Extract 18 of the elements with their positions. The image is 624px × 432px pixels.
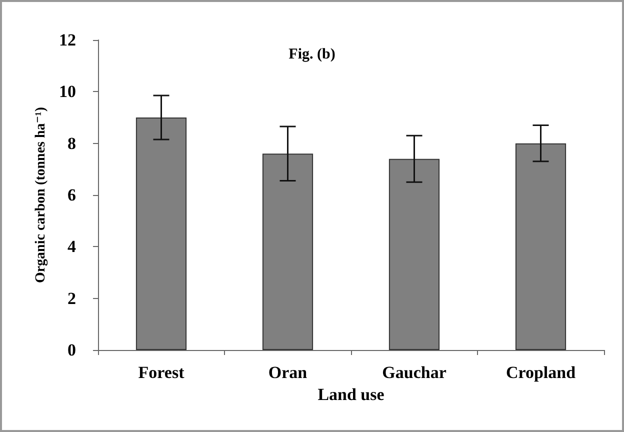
y-tick-label: 10 bbox=[59, 82, 76, 102]
x-tick-label: Oran bbox=[268, 363, 308, 382]
y-tick-label: 2 bbox=[68, 288, 76, 308]
y-tick-label: 6 bbox=[68, 186, 76, 204]
x-tick-label: Forest bbox=[138, 363, 185, 382]
y-tick-label: 8 bbox=[68, 134, 76, 153]
y-tick-label: 4 bbox=[68, 237, 76, 256]
bar bbox=[515, 143, 566, 350]
bar bbox=[388, 158, 440, 350]
x-tick-label: Gauchar bbox=[382, 363, 447, 382]
x-tick-label: Cropland bbox=[506, 363, 576, 382]
y-axis-title: Organic carbon (tonnes ha⁻¹) bbox=[34, 106, 49, 284]
chart-title: Fig. (b) bbox=[288, 46, 336, 62]
y-tick-label: 0 bbox=[68, 340, 76, 360]
bar bbox=[262, 154, 314, 350]
x-axis-title: Land use bbox=[318, 385, 385, 404]
bar bbox=[136, 118, 187, 350]
y-tick-label: 12 bbox=[59, 30, 76, 50]
